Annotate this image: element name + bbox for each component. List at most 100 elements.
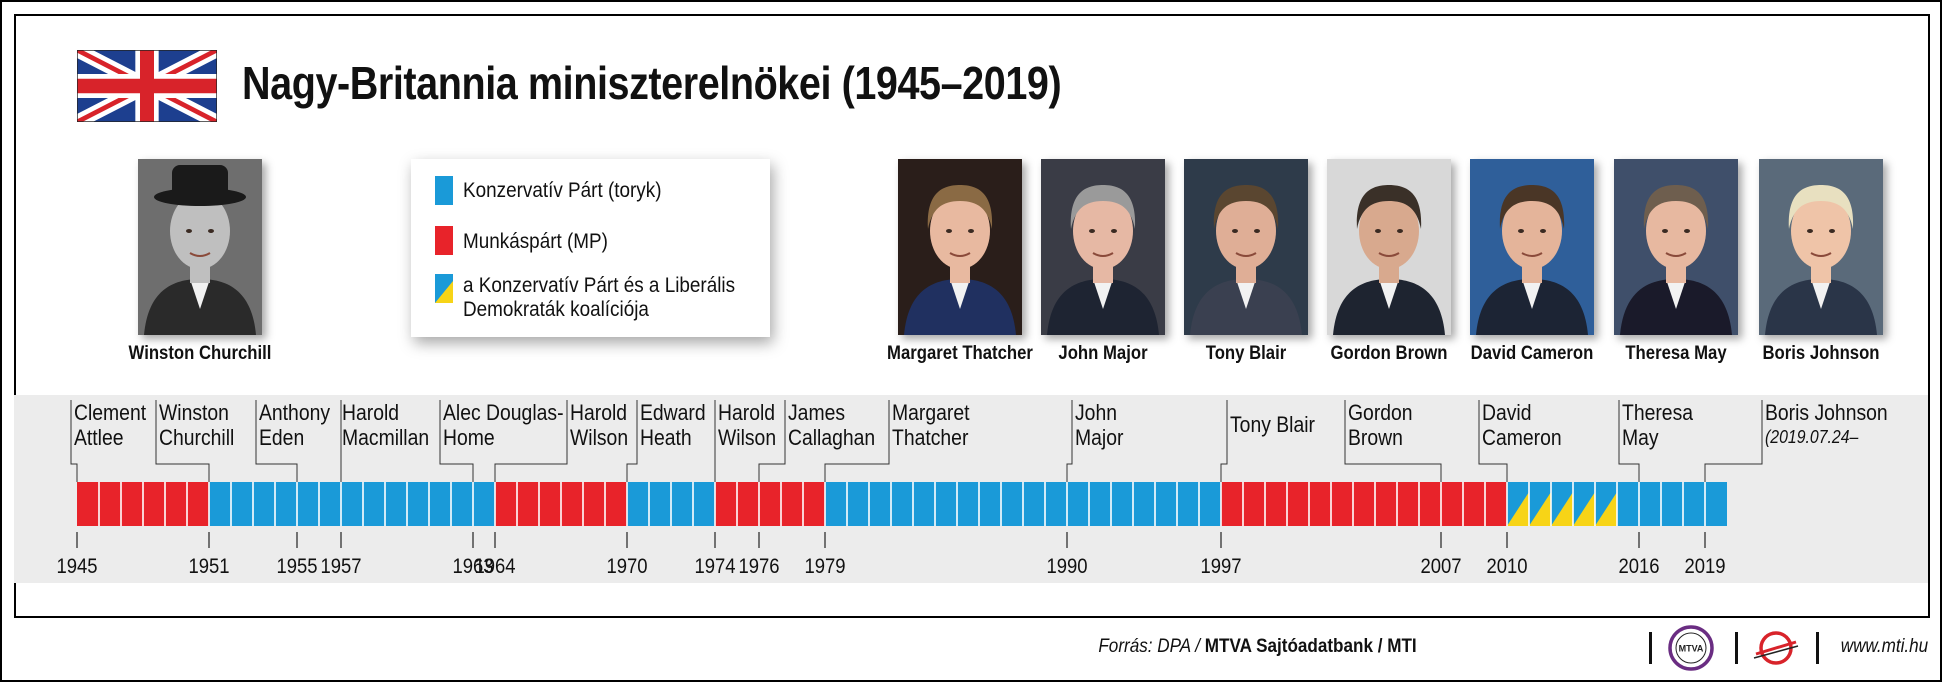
term-label-line: Anthony (259, 400, 331, 425)
term-label: Clement Attlee (74, 400, 146, 450)
year-label: 2016 (1618, 555, 1660, 578)
term-label-line: Macmillan (342, 425, 430, 450)
term-label-line: David (1482, 400, 1532, 425)
portrait-brown-icon (1327, 159, 1451, 335)
legend-label-labour: Munkáspárt (MP) (463, 230, 608, 253)
year-label: 1974 (694, 555, 736, 578)
year-label: 2010 (1486, 555, 1528, 578)
term-label-line: Edward (640, 400, 706, 425)
year-label: 1945 (56, 555, 98, 578)
source-prefix: Forrás: DPA / (1098, 636, 1201, 657)
footer-separator (1649, 632, 1652, 664)
year-label: 1955 (276, 555, 318, 578)
portrait-caption: Theresa May (1625, 343, 1727, 364)
term-label: Tony Blair (1230, 412, 1315, 437)
term-label-line: John (1075, 400, 1117, 425)
term-label: David Cameron (1482, 400, 1562, 450)
term-label: Harold Wilson (718, 400, 776, 450)
term-label-line: Clement (74, 400, 147, 425)
mtva-logo-icon: MTVA (1668, 625, 1714, 671)
source-credit: Forrás: DPA / MTVA Sajtóadatbank / MTI (1099, 636, 1417, 658)
term-label-line: Callaghan (788, 425, 876, 450)
mti-logo-icon (1753, 631, 1799, 665)
term-label-line: Harold (718, 400, 776, 425)
portrait-caption: Margaret Thatcher (887, 343, 1033, 364)
term-label-line: Thatcher (892, 425, 969, 450)
term-label: Theresa May (1622, 400, 1693, 450)
term-label-line: Winston (159, 400, 229, 425)
mtva-logo-text: MTVA (1679, 644, 1704, 654)
term-label: Edward Heath (640, 400, 706, 450)
term-label-line: Churchill (159, 425, 235, 450)
term-label: Alec Douglas- Home (443, 400, 564, 450)
year-label: 1976 (738, 555, 780, 578)
portrait-cameron-icon (1470, 159, 1594, 335)
website-link[interactable]: www.mti.hu (1840, 636, 1928, 657)
year-label: 1964 (474, 555, 516, 578)
term-label: Harold Macmillan (342, 400, 429, 450)
year-label: 1990 (1046, 555, 1088, 578)
page-title: Nagy-Britannia miniszterelnökei (1945–20… (242, 57, 1062, 109)
year-label: 1951 (188, 555, 230, 578)
year-label: 1970 (606, 555, 648, 578)
term-label: Margaret Thatcher (892, 400, 969, 450)
portrait-major-icon (1041, 159, 1165, 335)
term-label-line: Alec Douglas- (443, 400, 564, 425)
source-bold: MTVA Sajtóadatbank / MTI (1205, 636, 1417, 657)
legend-label-coalition-line-2: Demokraták koalíciója (463, 298, 649, 321)
term-label-line: Cameron (1482, 425, 1562, 450)
term-label-line: Heath (640, 425, 692, 450)
portrait-caption: David Cameron (1470, 343, 1594, 364)
term-label-line: James (788, 400, 846, 425)
portrait-caption: Gordon Brown (1330, 343, 1448, 364)
term-label-line: Home (443, 425, 495, 450)
portrait-churchill-icon (138, 159, 262, 335)
term-label-line: Brown (1348, 425, 1403, 450)
legend-swatch-conservative (435, 176, 453, 205)
legend-swatch-labour (435, 226, 453, 255)
year-label: 2007 (1420, 555, 1462, 578)
term-label: James Callaghan (788, 400, 875, 450)
term-label-line: Wilson (718, 425, 777, 450)
legend-swatch-coalition (435, 274, 453, 303)
portrait-caption: John Major (1058, 343, 1148, 364)
year-label: 1963 (452, 555, 494, 578)
term-label: Winston Churchill (159, 400, 234, 450)
term-label-line: Boris Johnson (1765, 400, 1888, 425)
term-label: Boris Johnson (2019.07.24– (1765, 400, 1888, 450)
footer-separator (1816, 632, 1819, 664)
portrait-caption: Boris Johnson (1762, 343, 1880, 364)
portrait-caption: Winston Churchill (128, 343, 272, 364)
term-label-line: Major (1075, 425, 1124, 450)
portrait-johnson-icon (1759, 159, 1883, 335)
year-label: 2019 (1684, 555, 1726, 578)
term-label-line: Tony Blair (1230, 412, 1316, 437)
year-label: 1957 (320, 555, 362, 578)
term-label-line: Harold (570, 400, 628, 425)
legend-label-coalition-line-1: a Konzervatív Párt és a Liberális (463, 274, 736, 297)
term-label: John Major (1075, 400, 1123, 450)
term-label-note: (2019.07.24– (1765, 427, 1859, 447)
legend: Konzervatív Párt (toryk) Munkáspárt (MP)… (411, 159, 770, 337)
footer-separator (1735, 632, 1738, 664)
term-label-line: May (1622, 425, 1659, 450)
term-label-line: Harold (342, 400, 400, 425)
term-label-line: Wilson (570, 425, 629, 450)
portrait-thatcher-icon (898, 159, 1022, 335)
year-label: 1997 (1200, 555, 1242, 578)
term-label-line: Gordon (1348, 400, 1413, 425)
inner-frame (14, 14, 1930, 618)
legend-label-conservative: Konzervatív Párt (toryk) (463, 179, 662, 202)
legend-label-coalition: a Konzervatív Párt és a Liberális Demokr… (463, 274, 735, 322)
portrait-may-icon (1614, 159, 1738, 335)
term-label: Harold Wilson (570, 400, 628, 450)
union-jack-flag-icon (77, 50, 217, 122)
term-label-line: Attlee (74, 425, 124, 450)
term-label: Anthony Eden (259, 400, 330, 450)
portrait-blair-icon (1184, 159, 1308, 335)
term-label-line: Theresa (1622, 400, 1694, 425)
portrait-caption: Tony Blair (1205, 343, 1287, 364)
term-label-line: Eden (259, 425, 305, 450)
term-label-line: Margaret (892, 400, 970, 425)
